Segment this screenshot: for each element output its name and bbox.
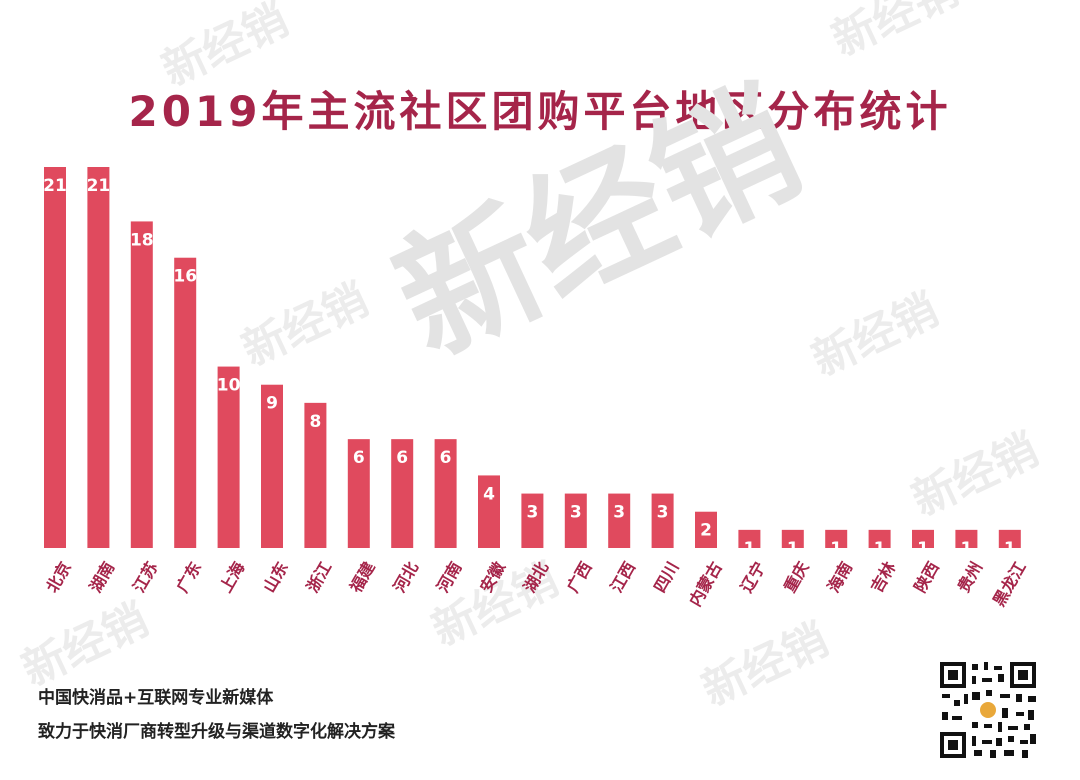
- bar: [130, 221, 153, 548]
- data-label: 1: [960, 539, 972, 559]
- x-tick-label: 河南: [433, 559, 465, 596]
- bar: [738, 529, 761, 548]
- x-tick-label: 湖北: [520, 559, 552, 596]
- data-label: 18: [130, 230, 154, 250]
- bar: [651, 493, 674, 548]
- bar: [695, 511, 717, 548]
- bar: [608, 493, 631, 548]
- bar: [391, 439, 414, 548]
- data-label: 1: [787, 539, 799, 559]
- data-label: 8: [309, 412, 321, 432]
- x-tick-label: 四川: [650, 559, 682, 596]
- bar: [217, 366, 240, 548]
- x-tick-label: 吉林: [867, 559, 899, 596]
- x-tick-label: 山东: [259, 559, 291, 596]
- data-label: 3: [570, 503, 582, 523]
- bar: [87, 167, 110, 548]
- bar: [564, 493, 587, 548]
- bar: [434, 439, 457, 548]
- data-label: 16: [173, 267, 197, 287]
- data-label: 9: [266, 394, 278, 414]
- x-tick-label: 安徽: [476, 558, 509, 596]
- data-label: 6: [440, 448, 452, 468]
- data-label: 1: [830, 539, 842, 559]
- bar: [44, 167, 66, 548]
- data-label: 21: [87, 176, 111, 196]
- x-tick-label: 黑龙江: [989, 559, 1029, 610]
- x-tick-label: 上海: [216, 559, 248, 596]
- bar: [955, 529, 978, 548]
- footer-line-1: 中国快消品+互联网专业新媒体: [38, 688, 274, 708]
- data-label: 2: [700, 521, 712, 541]
- bar-chart: 21北京21湖南18江苏16广东10上海9山东8浙江6福建6河北6河南4安徽3湖…: [42, 167, 1030, 610]
- x-tick-label: 广西: [563, 559, 595, 596]
- data-label: 1: [874, 539, 886, 559]
- x-tick-label: 重庆: [780, 559, 812, 596]
- bar: [347, 439, 370, 548]
- bar: [998, 529, 1021, 548]
- bar: [304, 402, 327, 548]
- bar: [868, 529, 891, 548]
- x-tick-label: 陕西: [910, 559, 942, 596]
- x-tick-label: 江西: [607, 559, 639, 596]
- bar: [521, 493, 544, 548]
- bar: [781, 529, 804, 548]
- data-label: 3: [526, 503, 538, 523]
- data-label: 1: [917, 539, 929, 559]
- x-tick-label: 海南: [824, 559, 856, 596]
- data-label: 10: [217, 376, 241, 396]
- bar: [825, 529, 848, 548]
- bar: [261, 384, 283, 548]
- x-tick-label: 河北: [390, 559, 422, 596]
- data-label: 3: [613, 503, 625, 523]
- data-label: 3: [657, 503, 669, 523]
- x-tick-label: 内蒙古: [685, 559, 725, 610]
- x-tick-label: 贵州: [954, 559, 986, 596]
- data-label: 21: [43, 176, 67, 196]
- x-tick-label: 湖南: [86, 559, 118, 596]
- x-tick-label: 福建: [346, 559, 379, 597]
- footer-line-2: 致力于快消厂商转型升级与渠道数字化解决方案: [38, 722, 395, 742]
- x-tick-label: 广东: [173, 559, 205, 596]
- data-label: 6: [396, 448, 408, 468]
- data-label: 1: [743, 539, 755, 559]
- data-label: 1: [1004, 539, 1016, 559]
- chart-title: 2019年主流社区团购平台地区分布统计: [128, 87, 952, 136]
- x-tick-label: 辽宁: [737, 559, 769, 596]
- x-tick-label: 浙江: [303, 559, 335, 596]
- bar: [174, 257, 197, 548]
- bar: [912, 529, 934, 548]
- data-label: 6: [353, 448, 365, 468]
- data-label: 4: [483, 484, 495, 504]
- x-tick-label: 江苏: [129, 559, 161, 596]
- qr-code-icon: [938, 660, 1038, 760]
- x-tick-label: 北京: [42, 559, 74, 596]
- bar: [478, 475, 500, 548]
